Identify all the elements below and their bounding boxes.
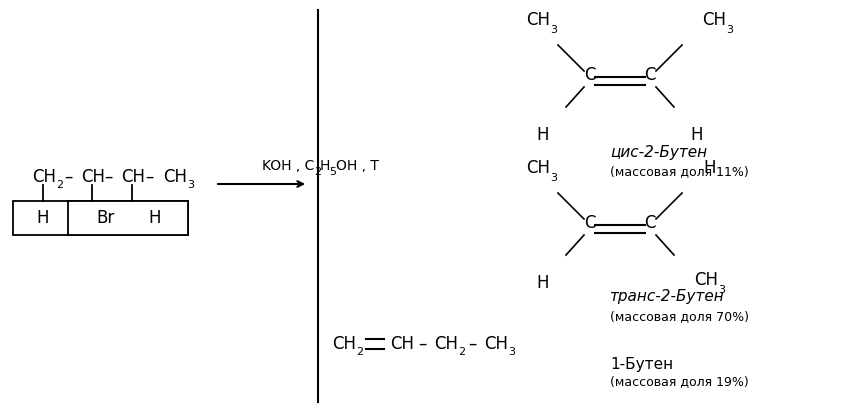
Text: (массовая доля 19%): (массовая доля 19%)	[610, 375, 749, 389]
Text: CH: CH	[484, 335, 508, 353]
Text: CH: CH	[121, 168, 145, 186]
Text: CH: CH	[81, 168, 105, 186]
Text: CH: CH	[526, 159, 550, 177]
Text: C: C	[585, 66, 596, 84]
Text: цис-2-Бутен: цис-2-Бутен	[610, 145, 707, 159]
Text: (массовая доля 70%): (массовая доля 70%)	[610, 311, 749, 323]
Text: 3: 3	[508, 347, 515, 357]
Text: –: –	[145, 168, 153, 186]
Text: 2: 2	[356, 347, 363, 357]
Text: OH , T: OH , T	[336, 159, 378, 173]
Text: –: –	[468, 335, 476, 353]
Text: H: H	[690, 126, 703, 144]
Text: C: C	[585, 214, 596, 232]
Text: H: H	[536, 274, 549, 292]
Text: C: C	[645, 66, 656, 84]
Text: H: H	[320, 159, 330, 173]
Text: (массовая доля 11%): (массовая доля 11%)	[610, 166, 749, 178]
Text: 3: 3	[718, 285, 725, 295]
Text: –: –	[418, 335, 426, 353]
Text: 1-Бутен: 1-Бутен	[610, 356, 673, 372]
Text: 3: 3	[550, 173, 557, 183]
Text: 3: 3	[187, 180, 194, 190]
Text: 3: 3	[550, 25, 557, 35]
Text: KOH , C: KOH , C	[261, 159, 314, 173]
Text: H: H	[536, 126, 549, 144]
Text: CH: CH	[526, 11, 550, 29]
Text: CH: CH	[702, 11, 726, 29]
Text: H: H	[704, 159, 717, 177]
Text: H: H	[149, 209, 162, 227]
Text: 2: 2	[315, 167, 321, 177]
Text: CH: CH	[163, 168, 187, 186]
Text: H: H	[36, 209, 49, 227]
Text: C: C	[645, 214, 656, 232]
Text: Br: Br	[96, 209, 114, 227]
Text: CH: CH	[434, 335, 458, 353]
Bar	[68, 201, 188, 235]
Text: –: –	[64, 168, 73, 186]
Text: –: –	[104, 168, 113, 186]
Text: 2: 2	[56, 180, 63, 190]
Text: 5: 5	[329, 167, 337, 177]
Text: CH: CH	[32, 168, 56, 186]
Text: 3: 3	[726, 25, 733, 35]
Text: 2: 2	[458, 347, 465, 357]
Text: CH: CH	[694, 271, 718, 289]
Text: CH: CH	[332, 335, 356, 353]
Text: транс-2-Бутен: транс-2-Бутен	[610, 290, 725, 304]
Bar	[13, 201, 188, 235]
Text: CH: CH	[390, 335, 414, 353]
